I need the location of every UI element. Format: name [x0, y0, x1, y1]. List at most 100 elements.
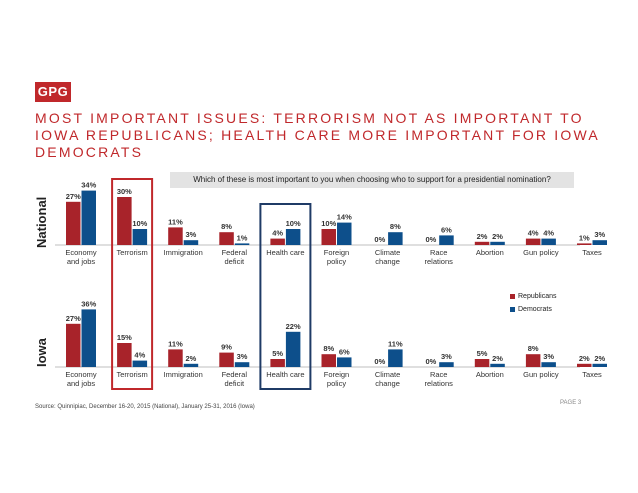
democrats-swatch: [510, 306, 515, 312]
category-tick-label: relations: [425, 257, 454, 266]
bar-republicans: [168, 227, 183, 245]
data-label: 1%: [579, 233, 590, 242]
data-label: 4%: [272, 229, 283, 238]
category-tick-label: Gun policy: [523, 370, 559, 379]
bar-democrats: [285, 229, 301, 245]
data-label: 8%: [528, 344, 539, 353]
bar-republicans: [577, 243, 592, 245]
bar-democrats: [234, 362, 250, 367]
data-label: 10%: [321, 219, 336, 228]
bar-democrats: [234, 243, 250, 245]
category-tick-label: Taxes: [582, 370, 602, 379]
data-label: 2%: [594, 354, 605, 363]
category-tick-label: Taxes: [582, 248, 602, 257]
data-label: 27%: [66, 314, 81, 323]
category-tick-label: Race: [430, 248, 448, 257]
data-label: 27%: [66, 192, 81, 201]
bar-republicans: [270, 359, 285, 367]
data-label: 3%: [543, 352, 554, 361]
bar-republicans: [66, 323, 81, 367]
bar-republicans: [219, 232, 234, 245]
category-tick-label: Abortion: [476, 248, 504, 257]
bar-democrats: [81, 309, 96, 367]
category-tick-label: policy: [327, 379, 346, 388]
bar-democrats: [541, 238, 556, 245]
question-banner: Which of these is most important to you …: [170, 172, 574, 188]
legend-republicans: Republicans: [510, 293, 557, 300]
data-label: 8%: [390, 222, 401, 231]
category-tick-label: Climate: [375, 248, 400, 257]
category-tick-label: Health care: [266, 248, 304, 257]
terrorism-highlight-box: [111, 178, 154, 390]
category-tick-label: and jobs: [67, 379, 96, 388]
republicans-swatch: [510, 293, 515, 299]
bar-republicans: [577, 363, 592, 367]
category-tick-label: deficit: [225, 379, 246, 388]
bar-republicans: [474, 241, 490, 245]
bar-republicans: [117, 197, 132, 245]
data-label: 30%: [117, 187, 132, 196]
data-label: 22%: [286, 322, 301, 331]
data-label: 36%: [81, 299, 96, 308]
data-label: 5%: [272, 349, 283, 358]
category-tick-label: Terrorism: [116, 370, 147, 379]
page-number: PAGE 3: [560, 400, 582, 406]
data-label: 3%: [594, 230, 605, 239]
data-label: 0%: [374, 357, 385, 366]
data-label: 8%: [221, 222, 232, 231]
category-tick-label: Immigration: [164, 370, 203, 379]
data-label: 5%: [477, 349, 488, 358]
legend-republicans-label: Republicans: [518, 293, 557, 300]
data-label: 3%: [237, 352, 248, 361]
bar-republicans: [219, 352, 234, 367]
bar-democrats: [337, 222, 352, 245]
bar-republicans: [321, 229, 336, 245]
bar-republicans: [117, 343, 132, 367]
data-label: 9%: [221, 343, 232, 352]
bar-republicans: [525, 354, 541, 367]
bar-democrats: [132, 229, 148, 245]
category-tick-label: Health care: [266, 370, 304, 379]
category-tick-label: change: [375, 257, 400, 266]
bar-democrats: [183, 240, 199, 245]
bar-democrats: [439, 362, 454, 367]
category-tick-label: Economy: [65, 370, 97, 379]
bar-democrats: [285, 331, 301, 367]
bar-democrats: [388, 349, 403, 367]
data-label: 34%: [81, 181, 96, 190]
category-tick-label: Federal: [222, 248, 248, 257]
data-label: 11%: [168, 339, 183, 348]
bar-democrats: [490, 363, 505, 367]
category-tick-label: Race: [430, 370, 448, 379]
bar-democrats: [337, 357, 352, 367]
category-tick-label: Terrorism: [116, 248, 147, 257]
data-label: 0%: [426, 235, 437, 244]
category-tick-label: change: [375, 379, 400, 388]
category-tick-label: Federal: [222, 370, 248, 379]
bar-democrats: [592, 240, 607, 245]
data-label: 2%: [579, 354, 590, 363]
page-title: MOST IMPORTANT ISSUES: TERRORISM NOT AS …: [35, 110, 600, 160]
category-tick-label: Foreign: [324, 248, 349, 257]
legend-democrats: Democrats: [510, 306, 552, 313]
data-label: 4%: [528, 229, 539, 238]
data-label: 2%: [492, 354, 503, 363]
source-note: Source: Quinnipiac, December 16-20, 2015…: [35, 404, 255, 410]
bar-democrats: [132, 360, 148, 367]
category-tick-label: Abortion: [476, 370, 504, 379]
category-tick-label: relations: [425, 379, 454, 388]
data-label: 11%: [168, 217, 183, 226]
legend-democrats-label: Democrats: [518, 306, 552, 313]
data-label: 1%: [237, 233, 248, 242]
data-label: 0%: [426, 357, 437, 366]
bar-democrats: [439, 235, 454, 245]
bar-democrats: [490, 241, 505, 245]
data-label: 10%: [132, 219, 147, 228]
bar-republicans: [321, 354, 336, 367]
data-label: 4%: [134, 351, 145, 360]
category-tick-label: and jobs: [67, 257, 96, 266]
bar-democrats: [81, 190, 96, 245]
